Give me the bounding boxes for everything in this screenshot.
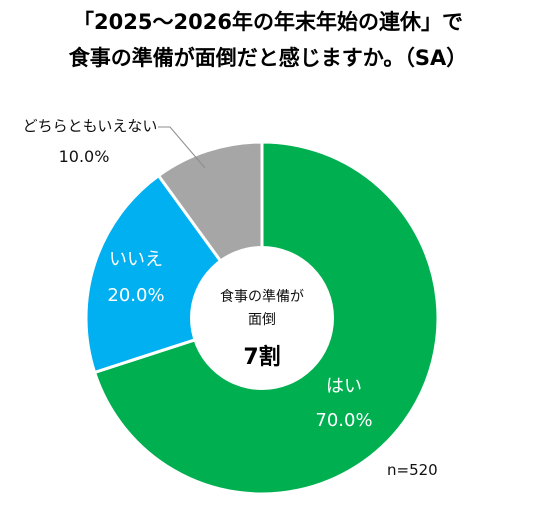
donut-hole — [190, 246, 334, 390]
center-label-line1: 食事の準備が — [220, 288, 304, 305]
center-label-line2: 面倒 — [248, 312, 276, 328]
sample-size-note: n=520 — [387, 461, 438, 479]
slice-value-iie: 20.0% — [107, 285, 164, 306]
chart-title-line1: 「2025～2026年の年末年始の連休」で — [73, 10, 463, 34]
slice-value-hai: 70.0% — [315, 410, 372, 431]
slice-value-dochira: 10.0% — [59, 147, 110, 166]
leader-line-dochira — [158, 126, 206, 169]
chart-title-line2: 食事の準備が面倒だと感じますか。（SA） — [68, 46, 468, 70]
center-value: 7割 — [243, 344, 280, 370]
slice-label-dochira: どちらともいえない — [23, 117, 158, 135]
slice-label-iie: いいえ — [109, 249, 163, 270]
slice-label-hai: はい — [326, 376, 362, 397]
